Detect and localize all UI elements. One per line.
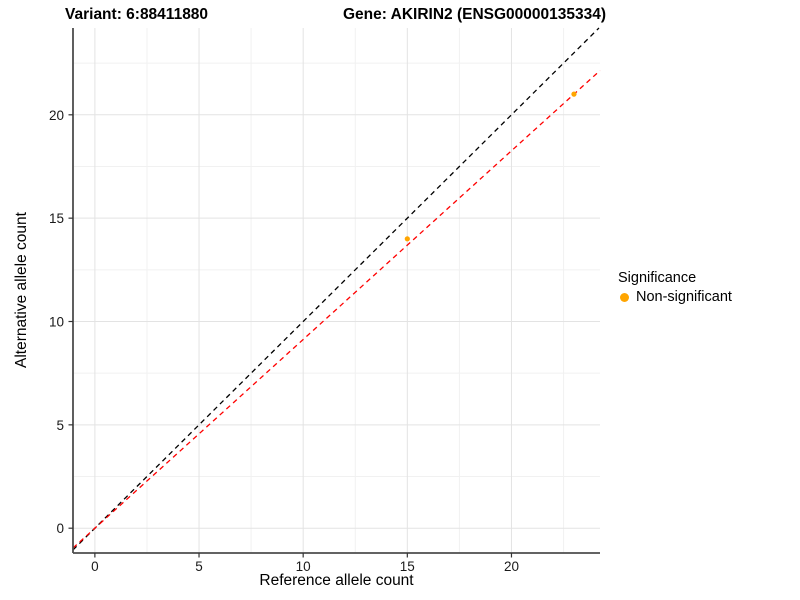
x-tick-label: 5	[195, 559, 203, 574]
y-tick-label: 5	[56, 418, 64, 433]
fit-line	[72, 70, 601, 549]
variant-title: Variant: 6:88411880	[65, 6, 209, 23]
x-tick-label: 0	[91, 559, 99, 574]
legend-item-label: Non-significant	[636, 289, 732, 305]
identity-line	[72, 27, 600, 551]
x-axis-label: Reference allele count	[259, 572, 414, 589]
legend: Significance Non-significant	[616, 269, 732, 307]
legend-item: Non-significant	[616, 288, 732, 307]
y-tick-label: 10	[49, 315, 64, 330]
x-tick-label: 15	[400, 559, 415, 574]
data-point	[404, 236, 410, 242]
y-tick-label: 0	[56, 521, 64, 536]
data-point	[571, 91, 577, 97]
legend-title: Significance	[618, 270, 697, 286]
y-tick-label: 20	[49, 108, 64, 123]
x-tick-label: 20	[504, 559, 519, 574]
point-swatch-icon	[620, 293, 629, 302]
y-tick-label: 15	[49, 211, 64, 226]
y-axis-label: Alternative allele count	[13, 212, 30, 368]
x-tick-label: 10	[296, 559, 311, 574]
gene-title: Gene: AKIRIN2 (ENSG00000135334)	[343, 6, 607, 23]
